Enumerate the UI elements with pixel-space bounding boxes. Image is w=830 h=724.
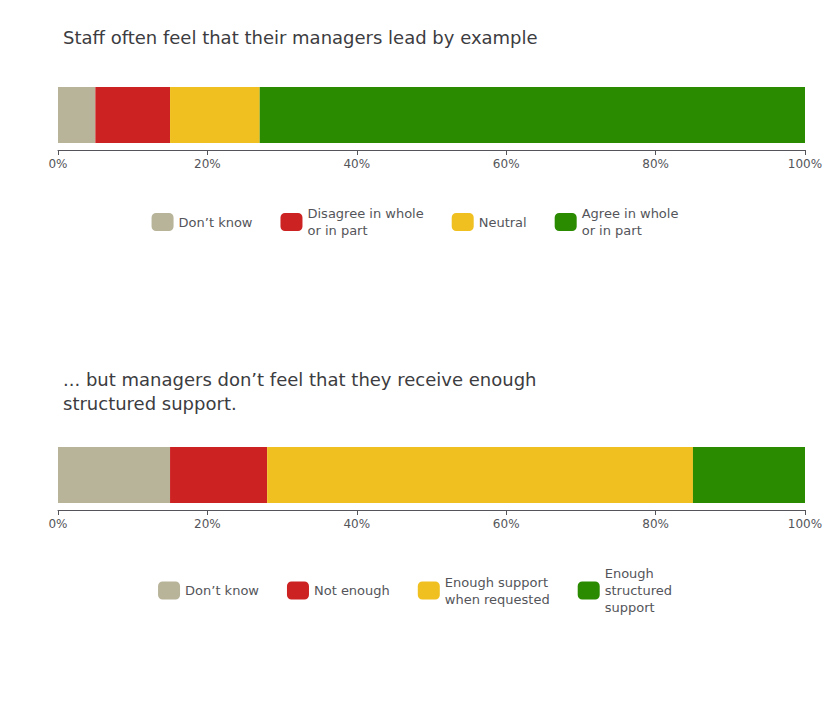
svg-text:or in part: or in part <box>307 223 367 238</box>
svg-text:80%: 80% <box>642 157 669 171</box>
svg-text:... but managers don’t feel th: ... but managers don’t feel that they re… <box>63 369 536 390</box>
svg-text:40%: 40% <box>343 157 370 171</box>
svg-text:structured: structured <box>605 583 672 598</box>
svg-text:Enough support: Enough support <box>445 575 548 590</box>
svg-text:100%: 100% <box>788 517 822 531</box>
svg-text:when requested: when requested <box>445 592 550 607</box>
svg-text:structured support.: structured support. <box>63 393 237 414</box>
svg-text:Don’t know: Don’t know <box>179 215 253 230</box>
svg-text:20%: 20% <box>194 157 221 171</box>
svg-text:Not enough: Not enough <box>314 583 390 598</box>
svg-text:0%: 0% <box>48 157 67 171</box>
svg-text:support: support <box>605 600 655 615</box>
svg-text:Agree in whole: Agree in whole <box>582 206 679 221</box>
svg-text:Disagree in whole: Disagree in whole <box>307 206 423 221</box>
svg-text:Staff often feel that their ma: Staff often feel that their managers lea… <box>63 27 538 48</box>
svg-text:or in part: or in part <box>582 223 642 238</box>
svg-text:60%: 60% <box>493 517 520 531</box>
svg-text:20%: 20% <box>194 517 221 531</box>
svg-text:40%: 40% <box>343 517 370 531</box>
svg-text:80%: 80% <box>642 517 669 531</box>
svg-text:Neutral: Neutral <box>479 215 527 230</box>
svg-text:Enough: Enough <box>605 566 654 581</box>
svg-text:100%: 100% <box>788 157 822 171</box>
svg-text:60%: 60% <box>493 157 520 171</box>
svg-text:0%: 0% <box>48 517 67 531</box>
svg-text:Don’t know: Don’t know <box>185 583 259 598</box>
